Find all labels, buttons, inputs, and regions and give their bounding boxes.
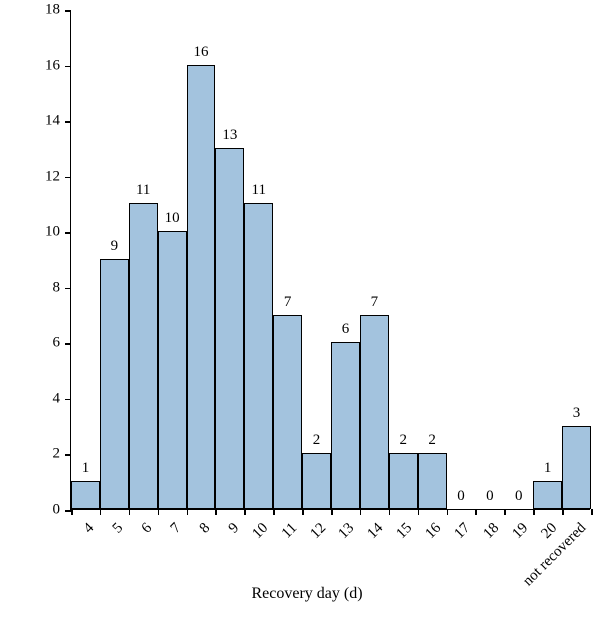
- x-tick: [504, 509, 506, 515]
- bar-value-label: 2: [399, 432, 407, 449]
- y-tick: [65, 399, 71, 401]
- bar: [100, 259, 129, 509]
- bar: [71, 481, 100, 509]
- bar: [302, 453, 331, 509]
- x-tick-label: 5: [110, 520, 127, 537]
- x-tick: [129, 509, 131, 515]
- bar: [187, 65, 216, 509]
- x-axis-title: Recovery day (d): [0, 585, 614, 603]
- bar: [360, 315, 389, 509]
- x-tick-label: 8: [197, 520, 214, 537]
- x-tick: [418, 509, 420, 515]
- y-tick-label: 18: [35, 2, 60, 19]
- x-tick: [562, 509, 564, 515]
- bar-value-label: 2: [428, 432, 436, 449]
- bar-value-label: 3: [573, 405, 581, 422]
- bar-value-label: 0: [486, 488, 494, 505]
- bar: [389, 453, 418, 509]
- x-tick: [158, 509, 160, 515]
- x-tick-label: 9: [226, 520, 243, 537]
- bar-value-label: 13: [222, 127, 237, 144]
- y-tick-label: 6: [35, 335, 60, 352]
- y-tick: [65, 121, 71, 123]
- y-tick: [65, 343, 71, 345]
- bar: [533, 481, 562, 509]
- y-tick-label: 12: [35, 168, 60, 185]
- bar: [273, 315, 302, 509]
- y-tick-label: 10: [35, 224, 60, 241]
- bar-value-label: 2: [313, 432, 321, 449]
- x-tick: [215, 509, 217, 515]
- x-tick-label: 14: [365, 520, 388, 543]
- y-tick-label: 14: [35, 113, 60, 130]
- x-tick-label: 15: [394, 520, 417, 543]
- bar-value-label: 10: [165, 210, 180, 227]
- bar-value-label: 6: [342, 321, 350, 338]
- bar: [158, 231, 187, 509]
- y-tick-label: 4: [35, 390, 60, 407]
- x-tick-label: 17: [451, 520, 474, 543]
- bar: [129, 203, 158, 509]
- x-tick: [100, 509, 102, 515]
- bar-value-label: 16: [194, 44, 209, 61]
- y-tick-label: 2: [35, 446, 60, 463]
- bar-value-label: 0: [457, 488, 465, 505]
- x-tick: [389, 509, 391, 515]
- bar: [244, 203, 273, 509]
- x-tick-label: 16: [423, 520, 446, 543]
- x-tick: [331, 509, 333, 515]
- bar-value-label: 9: [111, 238, 119, 255]
- x-tick: [475, 509, 477, 515]
- y-tick: [65, 232, 71, 234]
- y-tick: [65, 177, 71, 179]
- bar-chart: 19111016131172672200013 0246810121416184…: [70, 10, 590, 510]
- y-tick-label: 0: [35, 502, 60, 519]
- x-tick: [244, 509, 246, 515]
- bar: [215, 148, 244, 509]
- x-tick: [533, 509, 535, 515]
- plot-area: 19111016131172672200013: [70, 10, 590, 510]
- bar-value-label: 11: [252, 182, 266, 199]
- x-tick: [71, 509, 73, 515]
- x-tick: [273, 509, 275, 515]
- y-tick-label: 16: [35, 57, 60, 74]
- y-tick-label: 8: [35, 279, 60, 296]
- bar-value-label: 7: [284, 294, 292, 311]
- bar: [331, 342, 360, 509]
- x-tick-label: 7: [168, 520, 185, 537]
- y-tick: [65, 288, 71, 290]
- bar-value-label: 1: [544, 460, 552, 477]
- x-tick: [360, 509, 362, 515]
- x-tick-label: 6: [139, 520, 156, 537]
- x-tick-label: 12: [307, 520, 330, 543]
- x-tick-label: 18: [480, 520, 503, 543]
- y-tick: [65, 454, 71, 456]
- x-tick: [187, 509, 189, 515]
- bar-value-label: 1: [82, 460, 90, 477]
- x-tick-label: 11: [278, 520, 300, 542]
- x-tick-label: 4: [81, 520, 98, 537]
- x-tick: [591, 509, 593, 515]
- bar-value-label: 11: [136, 182, 150, 199]
- bar: [418, 453, 447, 509]
- x-tick-label: 19: [509, 520, 532, 543]
- x-tick-label: 13: [336, 520, 359, 543]
- y-tick: [65, 66, 71, 68]
- y-tick: [65, 10, 71, 12]
- bar: [562, 426, 591, 509]
- bar-value-label: 0: [515, 488, 523, 505]
- bar-value-label: 7: [371, 294, 379, 311]
- x-tick-label: 10: [249, 520, 272, 543]
- x-tick: [447, 509, 449, 515]
- x-tick: [302, 509, 304, 515]
